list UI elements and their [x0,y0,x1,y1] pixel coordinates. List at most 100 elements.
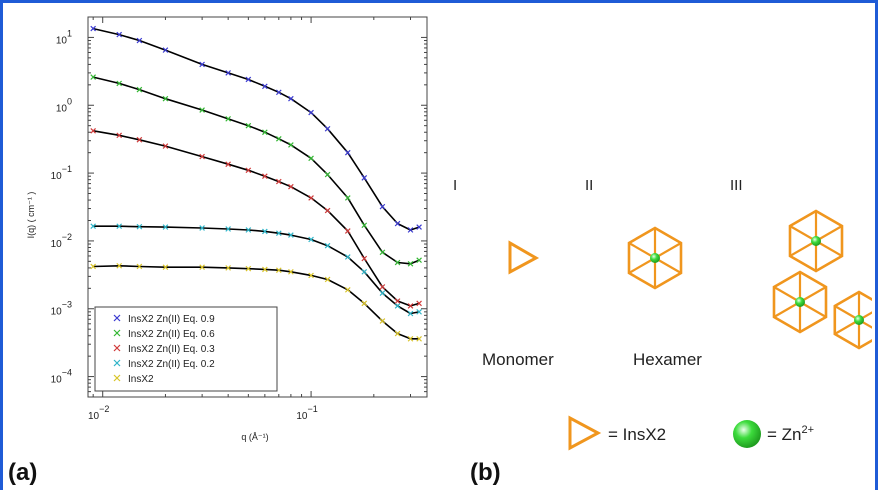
data-point-0 [416,224,422,230]
stage-label-2: II [585,177,593,194]
data-point-4 [308,272,314,279]
data-point-3 [245,227,252,233]
data-point-4 [344,287,351,293]
data-point-1 [136,86,143,93]
monomer-triangle-icon [508,240,540,275]
data-point-1 [225,116,231,122]
data-point-1 [262,129,268,136]
monomer-name: Monomer [482,350,554,369]
data-point-1 [324,171,331,178]
data-point-2 [324,207,331,214]
data-point-4 [361,300,368,307]
x-tick-label: 10−2 [88,404,109,422]
legend-zinc-superscript: 2+ [802,424,815,436]
legend-label-1: InsX2 Zn(II) Eq. 0.6 [128,329,215,340]
x-tick-label: 10−1 [296,404,317,422]
legend-label-2: InsX2 Zn(II) Eq. 0.3 [128,344,215,355]
data-point-2 [116,132,123,139]
data-point-4 [288,269,294,275]
y-tick-label: 10−2 [51,232,72,250]
data-point-0 [407,227,414,233]
data-point-4 [262,266,268,273]
data-point-3 [416,309,422,315]
data-point-0 [116,31,123,38]
data-point-0 [245,76,252,83]
data-point-1 [245,122,252,129]
hexamer-icon-2 [772,270,828,334]
fit-curve-0 [93,27,420,231]
data-point-0 [379,203,386,210]
y-tick-label: 100 [56,96,72,114]
y-tick-label: 10−4 [51,368,72,386]
data-point-2 [262,173,268,180]
data-point-0 [344,149,351,156]
data-point-1 [275,135,282,142]
data-point-1 [344,195,351,201]
y-axis-title: I(q) ( cm⁻¹ ) [26,192,36,239]
data-point-0 [225,70,231,76]
hexamer-icon-0 [627,226,683,290]
data-point-3 [199,225,205,231]
legend-marker-0 [113,314,121,322]
data-point-3 [225,226,231,232]
data-point-2 [407,303,414,309]
data-point-4 [324,276,331,283]
zinc-ion-icon [795,297,805,307]
data-point-4 [225,265,231,271]
data-point-3 [136,223,143,230]
legend-zinc-sphere-icon [733,420,761,448]
data-point-2 [136,136,143,143]
data-point-2 [225,161,231,168]
legend-label-3: InsX2 Zn(II) Eq. 0.2 [128,359,215,370]
data-point-2 [275,178,282,185]
legend-marker-3 [113,359,121,367]
stage-label-1: I [453,177,457,194]
data-point-2 [245,167,252,174]
legend-label-4: InsX2 [128,374,154,385]
data-point-3 [262,228,268,235]
zinc-ion-icon [854,315,864,325]
data-point-1 [162,95,169,102]
data-point-1 [288,142,294,148]
data-point-0 [361,175,368,181]
data-point-2 [361,255,368,262]
panel-a-label: (a) [8,459,38,486]
data-point-1 [379,249,386,256]
data-point-4 [407,336,414,342]
zinc-ion-icon [650,253,660,263]
data-point-4 [275,267,282,274]
legend-zinc-text: = Zn2+ [767,424,814,444]
data-point-4 [162,264,169,271]
data-point-1 [416,257,422,264]
zinc-ion-icon [811,236,821,246]
legend-insx2-text: = InsX2 [608,425,666,444]
data-point-3 [275,230,282,237]
data-point-3 [394,303,401,309]
data-point-0 [275,89,282,96]
data-point-0 [394,220,401,227]
data-point-2 [379,284,386,290]
data-point-4 [199,264,205,271]
y-tick-label: 101 [56,28,72,46]
data-point-1 [407,260,414,267]
legend-zinc-prefix: = Zn [767,425,802,444]
data-point-0 [308,109,314,116]
data-point-4 [90,263,96,270]
data-point-3 [324,242,331,249]
data-point-0 [90,25,96,32]
data-point-3 [162,224,169,230]
data-point-2 [416,300,422,307]
data-point-1 [116,80,123,87]
data-point-3 [308,236,314,243]
data-point-1 [199,107,205,113]
legend-triangle-icon [568,415,602,451]
fit-curve-2 [93,130,420,307]
legend-marker-1 [113,329,121,337]
stage-label-3: III [730,177,743,194]
data-point-0 [136,37,143,44]
data-point-2 [394,298,401,304]
data-point-2 [90,127,96,134]
y-tick-label: 10−3 [51,300,72,318]
data-point-4 [394,330,401,337]
